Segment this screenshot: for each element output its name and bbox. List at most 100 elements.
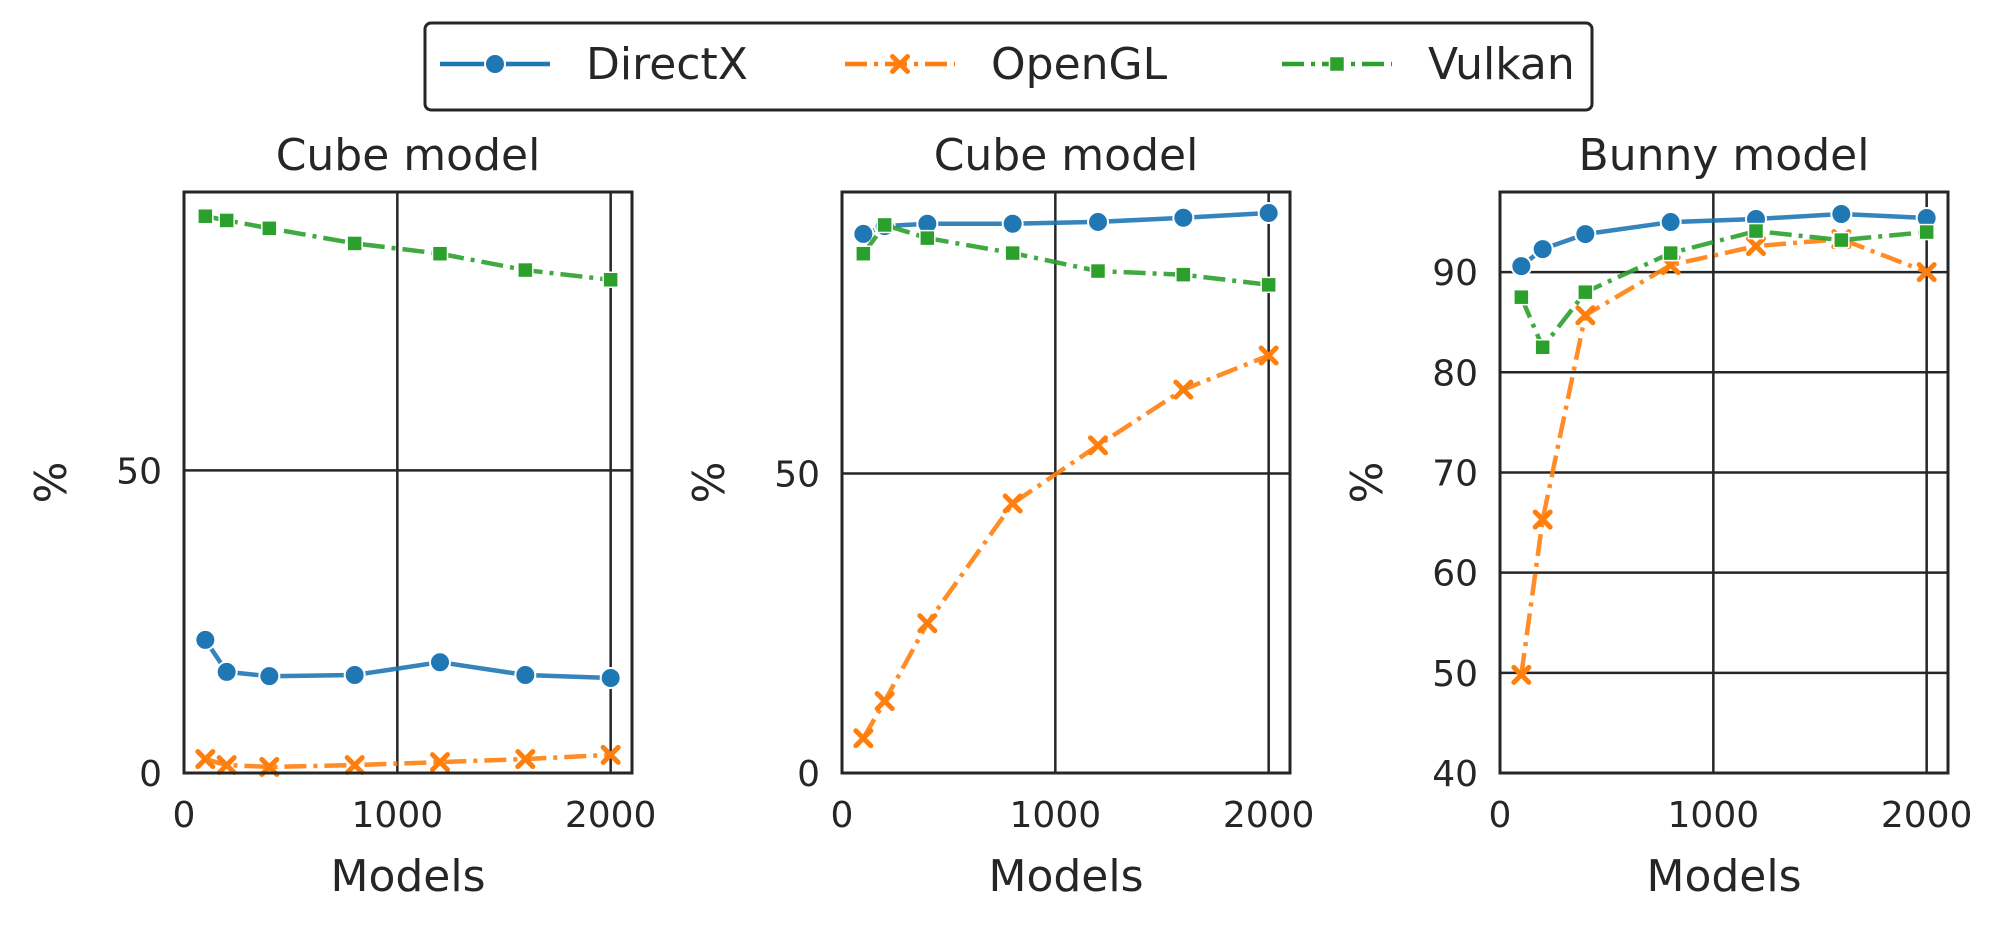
y-tick-label: 80: [1432, 353, 1478, 394]
legend: DirectX OpenGL Vulkan: [423, 21, 1594, 112]
y-axis-label: %: [1342, 462, 1393, 504]
data-point: [1577, 283, 1594, 301]
data-point: [1534, 339, 1551, 356]
data-point: [514, 663, 537, 686]
data-point: [1001, 212, 1024, 235]
data-point: [1088, 435, 1108, 456]
data-point: [852, 222, 875, 245]
legend-label: OpenGL: [991, 39, 1168, 90]
series-opengl: [195, 744, 621, 777]
data-point: [517, 261, 534, 279]
series-opengl: [1511, 229, 1937, 685]
data-point: [1260, 276, 1277, 294]
data-point: [853, 728, 874, 749]
data-point: [1172, 206, 1195, 229]
y-axis-label: %: [684, 462, 735, 504]
data-point: [431, 245, 449, 262]
legend-marker: [890, 54, 910, 74]
data-point: [1531, 238, 1554, 261]
y-tick-label: 0: [797, 754, 820, 795]
y-tick-label: 50: [774, 455, 820, 496]
x-tick-label: 1000: [1010, 795, 1102, 836]
data-point: [1830, 203, 1853, 226]
legend-item: OpenGL: [845, 39, 1168, 90]
data-point: [346, 235, 363, 252]
data-point: [600, 744, 621, 765]
x-tick-label: 1000: [1668, 795, 1760, 836]
x-tick-label: 2000: [1223, 795, 1315, 836]
series-line: [1519, 236, 1928, 676]
data-point: [1532, 509, 1553, 530]
data-point: [1746, 236, 1766, 257]
legend-marker: [484, 53, 506, 75]
x-tick-label: 0: [1489, 795, 1512, 836]
data-point: [258, 665, 281, 688]
y-tick-label: 40: [1432, 754, 1478, 795]
chart-title: Cube model: [276, 130, 541, 181]
x-tick-label: 2000: [1881, 795, 1973, 836]
data-point: [599, 666, 622, 689]
data-point: [430, 752, 450, 773]
legend-item: DirectX: [440, 39, 748, 90]
data-point: [429, 651, 451, 674]
data-point: [515, 749, 536, 770]
data-point: [261, 220, 278, 237]
data-point: [1004, 244, 1021, 262]
data-point: [1513, 288, 1530, 306]
data-point: [1659, 211, 1682, 234]
chart-title: Cube model: [934, 130, 1199, 181]
x-tick-label: 0: [831, 795, 854, 836]
chart-panel: 0 1000 2000 40 50 60 70 80 90 Bunny model Models%: [1342, 130, 1972, 902]
series-directx: [1510, 203, 1938, 278]
data-point: [1087, 210, 1109, 233]
data-point: [1002, 493, 1023, 514]
data-point: [1258, 345, 1279, 366]
data-point: [874, 691, 895, 712]
data-point: [344, 755, 365, 776]
series-opengl: [853, 345, 1279, 749]
y-tick-label: 0: [139, 754, 162, 795]
chart-panel: 0 1000 2000 0 50 Cube model Models%: [26, 130, 656, 902]
data-point: [876, 216, 893, 234]
x-axis-label: Models: [988, 851, 1143, 902]
data-point: [855, 245, 872, 262]
chart-title: Bunny model: [1579, 130, 1870, 181]
x-tick-label: 0: [173, 795, 196, 836]
plot-frame: [840, 190, 1292, 775]
x-axis-label: Models: [1646, 851, 1801, 902]
series-directx: [852, 201, 1280, 245]
data-point: [1510, 255, 1533, 278]
x-axis-label: Models: [330, 851, 485, 902]
data-point: [917, 613, 938, 634]
x-tick-label: 1000: [352, 795, 444, 836]
data-point: [1662, 244, 1679, 262]
y-tick-label: 50: [1432, 654, 1478, 695]
data-point: [1257, 201, 1280, 224]
data-point: [215, 660, 238, 683]
plot-frame: [1498, 190, 1950, 775]
chart-panel: 0 1000 2000 0 50 Cube model Models%: [684, 130, 1314, 902]
y-tick-label: 50: [116, 451, 162, 492]
data-point: [1747, 222, 1765, 240]
plot-frame: [182, 190, 634, 775]
y-tick-label: 90: [1432, 253, 1478, 294]
data-point: [919, 229, 936, 247]
data-point: [216, 755, 237, 776]
data-point: [1173, 379, 1194, 400]
data-point: [197, 207, 214, 225]
series-vulkan: [855, 216, 1277, 294]
y-tick-label: 60: [1432, 554, 1478, 595]
legend-item: Vulkan: [1282, 39, 1575, 90]
series-directx: [194, 628, 622, 689]
data-point: [1916, 262, 1937, 283]
data-point: [1511, 664, 1532, 685]
series-line: [861, 353, 1270, 740]
data-point: [1089, 262, 1107, 280]
data-point: [218, 212, 235, 229]
data-point: [1833, 231, 1850, 249]
y-axis-label: %: [26, 462, 77, 504]
series-vulkan: [1513, 222, 1935, 356]
data-point: [195, 749, 216, 770]
